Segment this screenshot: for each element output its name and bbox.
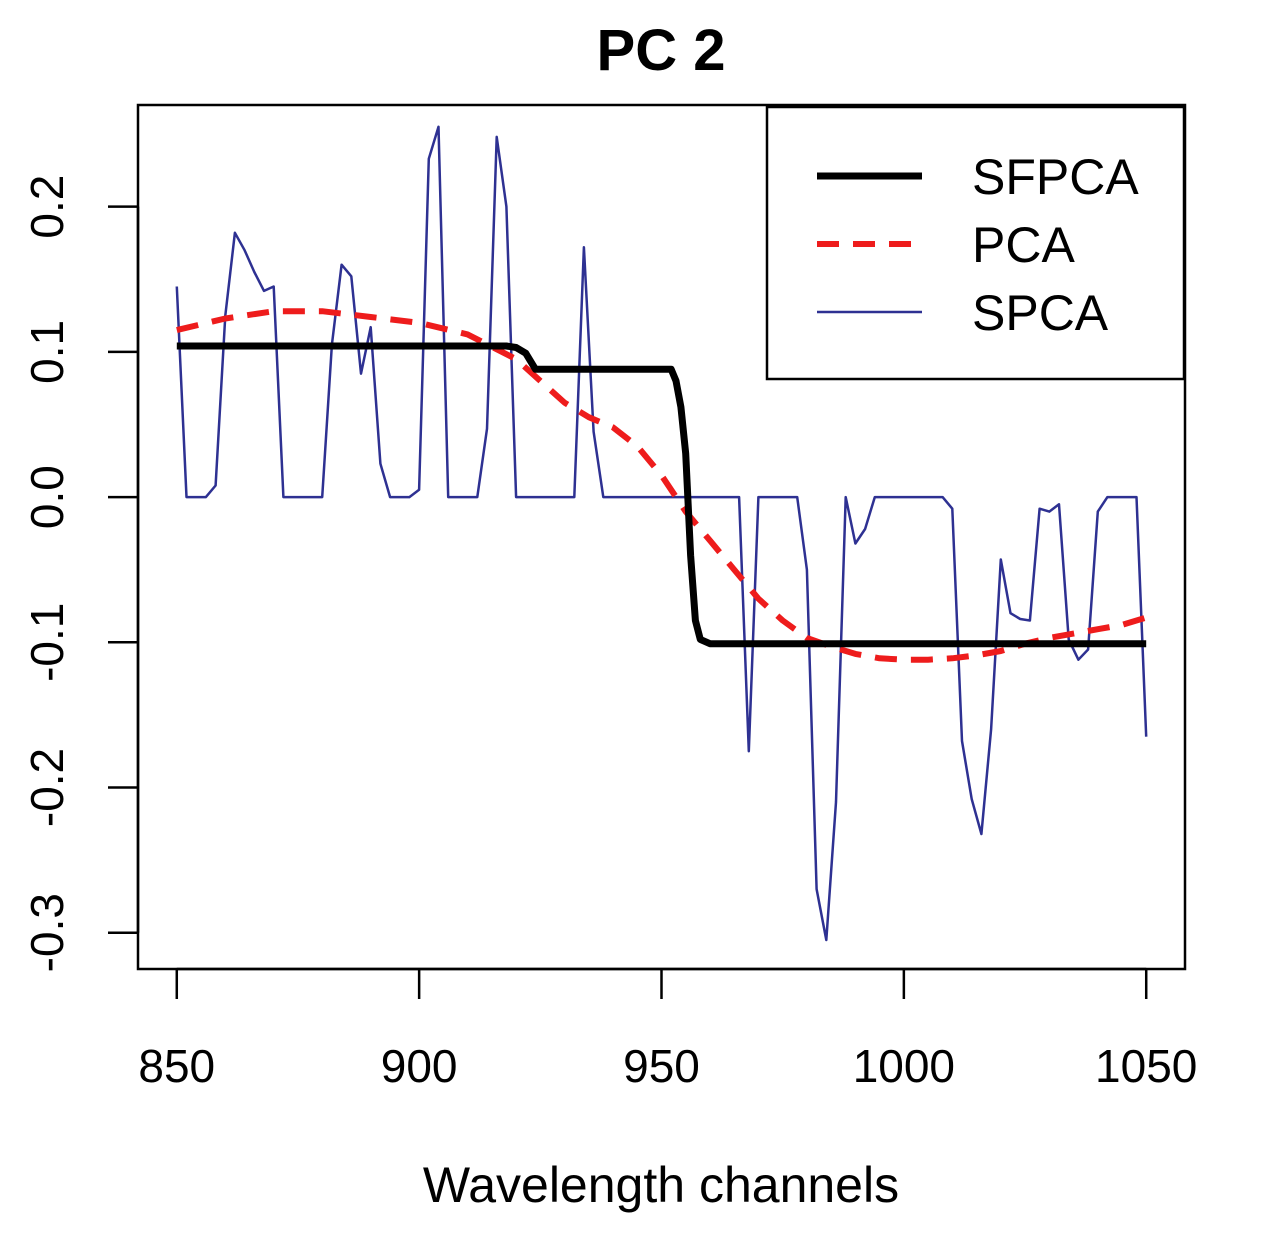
x-tick-label: 900 — [381, 1040, 458, 1092]
x-tick-label: 1050 — [1095, 1040, 1197, 1092]
y-tick-label: -0.2 — [21, 748, 73, 827]
x-tick-label: 850 — [138, 1040, 215, 1092]
series-layer — [175, 125, 1148, 942]
series-line-pca — [176, 308, 1148, 663]
y-tick-label: 0.1 — [21, 320, 73, 384]
legend-label-sfpca: SFPCA — [972, 149, 1139, 205]
x-tick-label: 1000 — [853, 1040, 955, 1092]
chart-title: PC 2 — [597, 18, 726, 83]
x-axis: 850 900 950 1000 1050 — [138, 967, 1197, 1092]
legend-label-pca: PCA — [972, 217, 1075, 273]
legend-label-spca: SPCA — [972, 285, 1109, 341]
y-tick-label: 0.0 — [21, 465, 73, 529]
series-line-sfpca — [176, 342, 1147, 648]
series-line-spca — [175, 125, 1148, 942]
legend: SFPCA PCA SPCA — [765, 105, 1186, 381]
y-tick-label: -0.3 — [21, 893, 73, 972]
y-tick-label: 0.2 — [21, 175, 73, 239]
x-axis-label: Wavelength channels — [423, 1157, 899, 1213]
y-axis: -0.3 -0.2 -0.1 0.0 0.1 0.2 — [21, 175, 140, 972]
x-tick-label: 950 — [623, 1040, 700, 1092]
y-tick-label: -0.1 — [21, 603, 73, 682]
